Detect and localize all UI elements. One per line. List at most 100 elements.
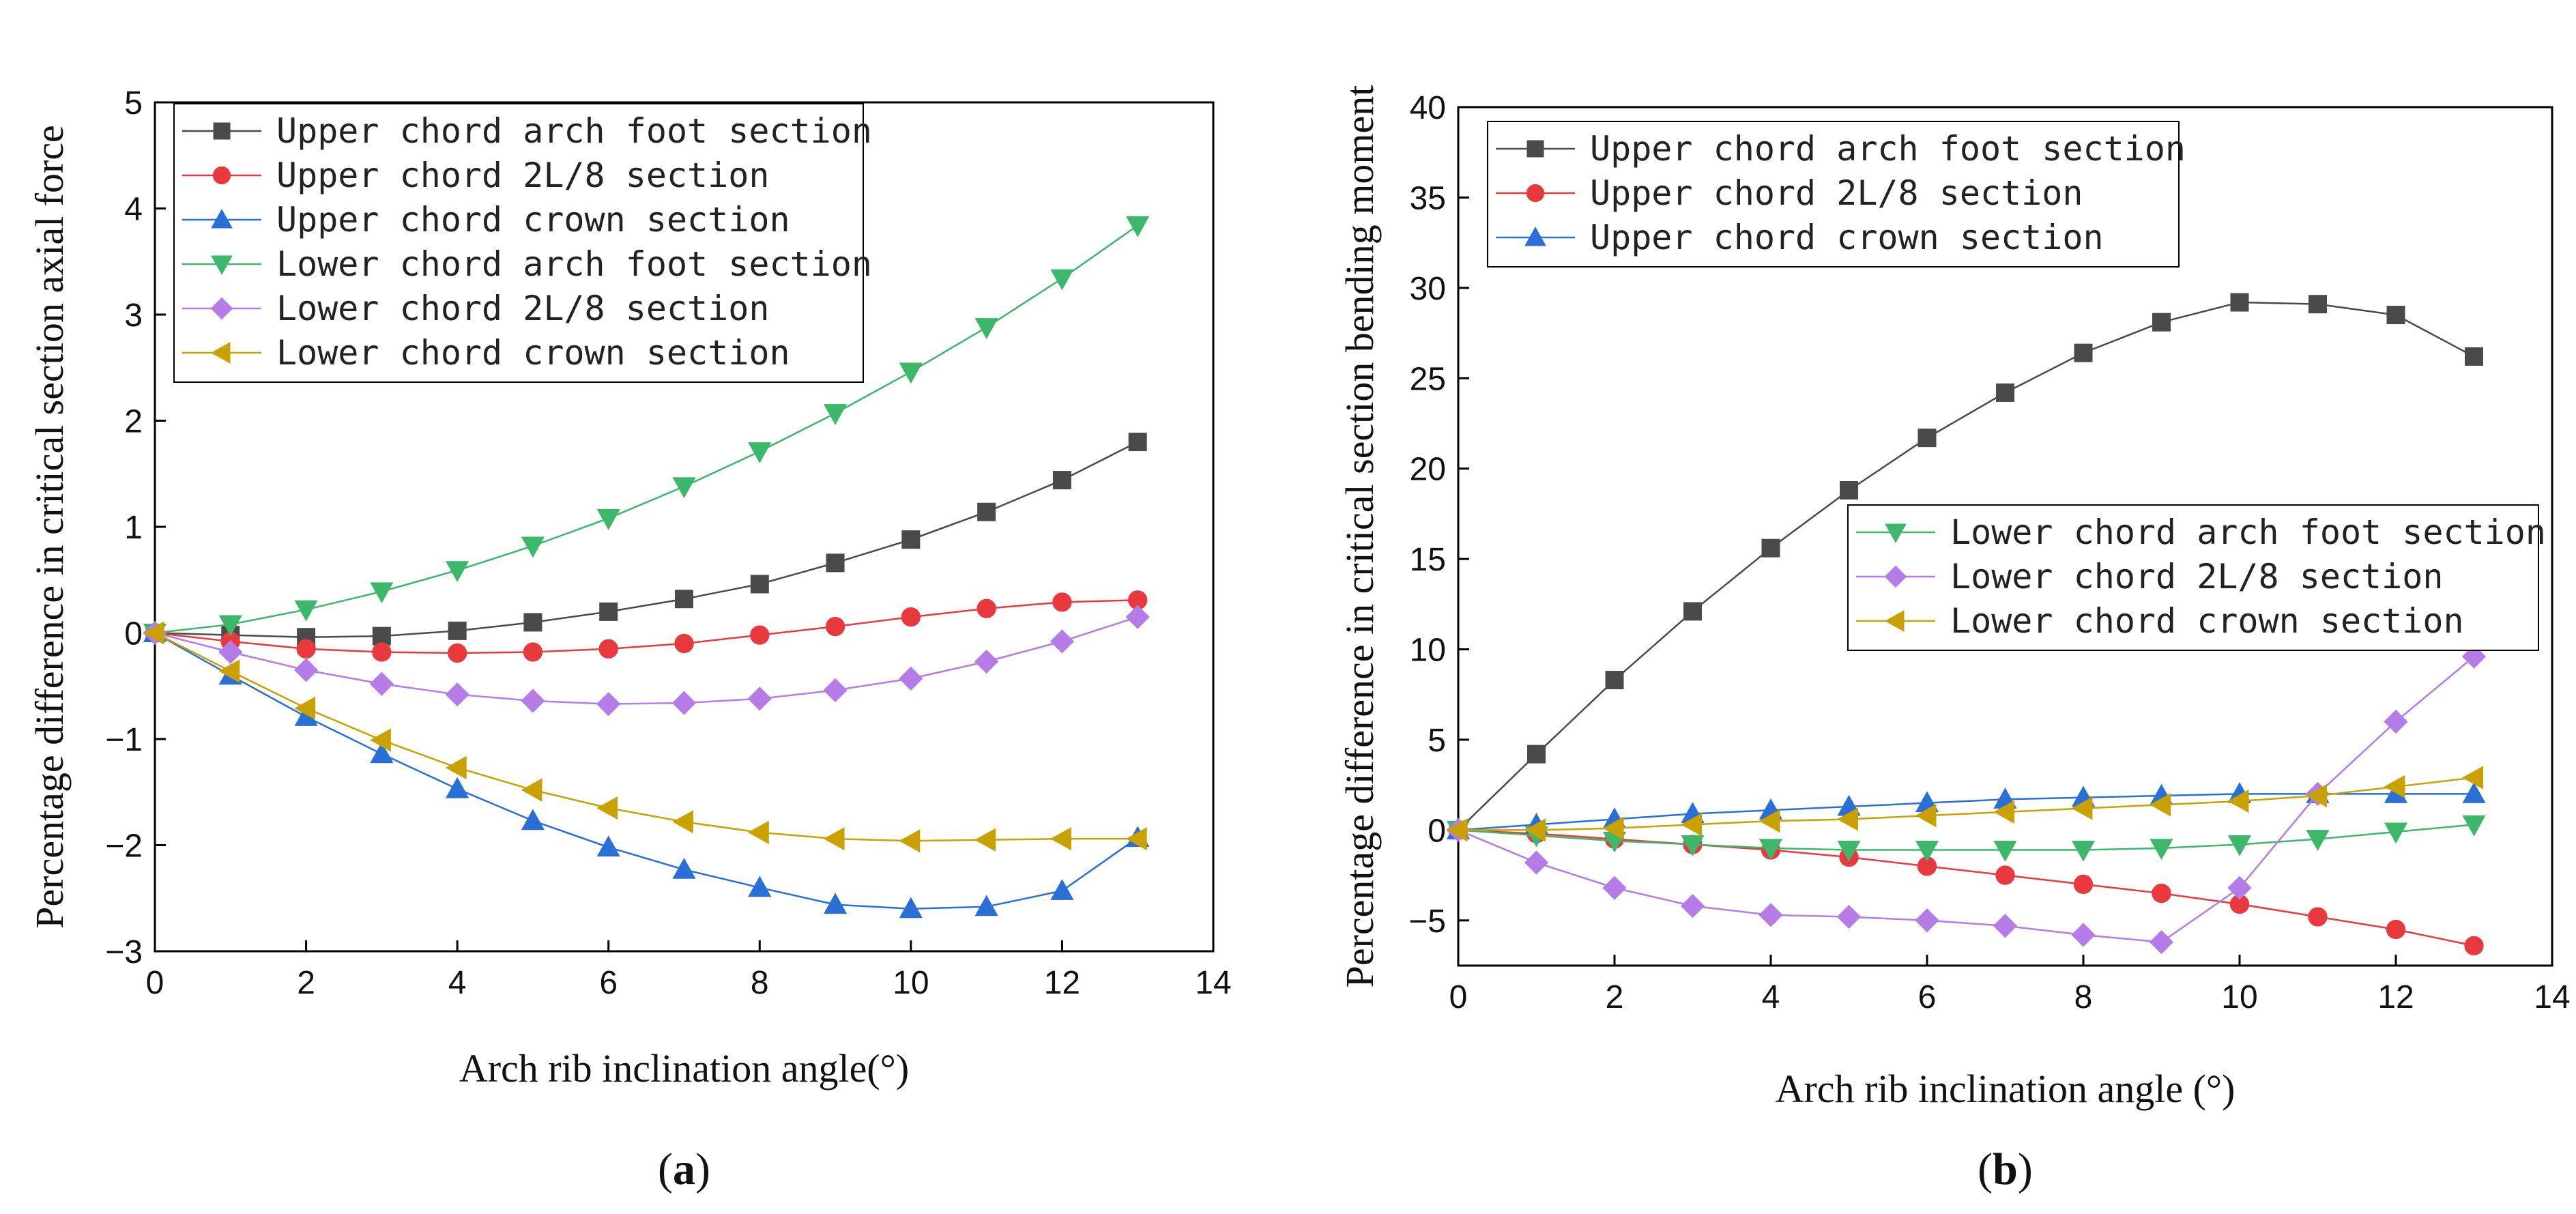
data-point <box>2230 293 2249 312</box>
legend-swatch-marker <box>1884 610 1905 632</box>
data-point <box>1126 216 1150 237</box>
data-point <box>974 649 999 674</box>
data-point <box>1681 835 1705 856</box>
series-line <box>1458 824 2474 851</box>
data-point <box>2384 775 2405 798</box>
data-point <box>1524 818 1546 842</box>
y-axis-title: Percentage difference in critical sectio… <box>27 125 72 929</box>
y-tick-label: 2 <box>124 404 143 440</box>
legend-item: Upper chord 2L/8 section <box>1496 173 2083 213</box>
y-tick-label: 1 <box>124 510 143 546</box>
data-point <box>2464 936 2484 956</box>
data-point <box>675 590 693 609</box>
data-point <box>294 600 318 622</box>
series-line <box>1458 777 2474 831</box>
data-point <box>899 362 923 384</box>
legend-item: Lower chord arch foot section <box>1856 512 2546 552</box>
data-point <box>521 809 545 830</box>
legend-swatch-marker <box>210 342 231 364</box>
data-point <box>823 404 848 425</box>
legend-item: Upper chord crown section <box>1496 218 2104 257</box>
data-point <box>2071 796 2093 820</box>
x-axis-title: Arch rib inclination angle(°) <box>459 1046 909 1090</box>
y-tick-label: 25 <box>1410 361 1446 397</box>
legend-swatch-marker <box>1524 226 1546 246</box>
data-point <box>1680 893 1705 919</box>
data-point <box>748 876 772 897</box>
data-point <box>372 642 392 662</box>
data-point <box>1128 433 1147 452</box>
data-point <box>596 692 621 717</box>
legend-label: Lower chord 2L/8 section <box>1950 557 2443 596</box>
data-point <box>899 829 921 853</box>
legend-item: Upper chord 2L/8 section <box>182 156 769 195</box>
data-point <box>899 666 923 691</box>
legend-swatch-marker <box>1885 523 1907 544</box>
legend-swatch-marker <box>210 297 233 320</box>
data-point <box>1837 807 1858 831</box>
legend-box <box>1847 504 2539 651</box>
x-tick-label: 4 <box>1762 979 1780 1015</box>
legend-box <box>173 103 864 383</box>
legend-item: Lower chord crown section <box>182 333 790 373</box>
legend-label: Upper chord crown section <box>1590 218 2104 257</box>
y-tick-label: 3 <box>124 298 143 334</box>
data-point <box>750 575 769 594</box>
data-point <box>2150 793 2171 817</box>
y-tick-label: 35 <box>1410 180 1446 216</box>
x-tick-label: 0 <box>1449 979 1468 1015</box>
series-upper-chord-arch-foot-section <box>1449 293 2483 839</box>
data-point <box>1125 827 1147 851</box>
data-point <box>143 621 164 645</box>
series-line <box>154 225 1138 634</box>
data-point <box>445 755 467 780</box>
data-point <box>521 536 545 558</box>
data-point <box>1524 850 1549 875</box>
data-point <box>1840 480 1858 500</box>
data-point <box>596 509 620 530</box>
data-point <box>750 625 770 645</box>
x-tick-label: 2 <box>297 965 315 1001</box>
y-tick-label: 0 <box>124 616 143 652</box>
y-tick-label: 4 <box>124 192 143 228</box>
y-tick-label: 20 <box>1410 452 1446 488</box>
legend-label: Upper chord arch foot section <box>276 111 872 151</box>
data-point <box>823 827 845 851</box>
data-point <box>293 658 319 682</box>
data-point <box>445 682 469 707</box>
series-line <box>154 616 1138 705</box>
x-tick-label: 10 <box>893 965 929 1001</box>
legend-label: Upper chord 2L/8 section <box>1590 173 2083 213</box>
series-line <box>154 632 1138 842</box>
data-point <box>1837 841 1861 862</box>
data-point <box>1995 865 2015 885</box>
data-point <box>523 613 542 632</box>
legend-swatch-marker <box>1526 140 1544 158</box>
data-point <box>218 615 242 637</box>
data-point <box>370 742 394 764</box>
data-point <box>2152 313 2171 332</box>
data-point <box>2462 815 2486 837</box>
legend-label: Lower chord arch foot section <box>1950 512 2546 552</box>
data-point <box>370 728 391 752</box>
data-point <box>2384 709 2408 734</box>
data-point <box>901 530 921 549</box>
data-point <box>294 696 316 721</box>
data-point <box>2465 347 2483 366</box>
y-axis-title: Percentage difference in critical sectio… <box>1337 85 1382 988</box>
data-point <box>2462 782 2486 803</box>
series-line <box>154 632 1138 910</box>
y-tick-label: 40 <box>1410 90 1446 126</box>
data-point <box>1683 602 1702 621</box>
data-point <box>2309 295 2327 314</box>
x-tick-label: 14 <box>2534 979 2570 1015</box>
data-point <box>2306 783 2327 808</box>
y-tick-label: 15 <box>1410 542 1446 578</box>
series-line <box>1458 829 2474 947</box>
x-axis-title: Arch rib inclination angle (°) <box>1776 1067 2235 1111</box>
data-point <box>747 687 772 711</box>
data-point <box>1602 816 1624 840</box>
data-point <box>1050 269 1074 291</box>
data-point <box>974 318 998 339</box>
data-point <box>2227 835 2252 856</box>
